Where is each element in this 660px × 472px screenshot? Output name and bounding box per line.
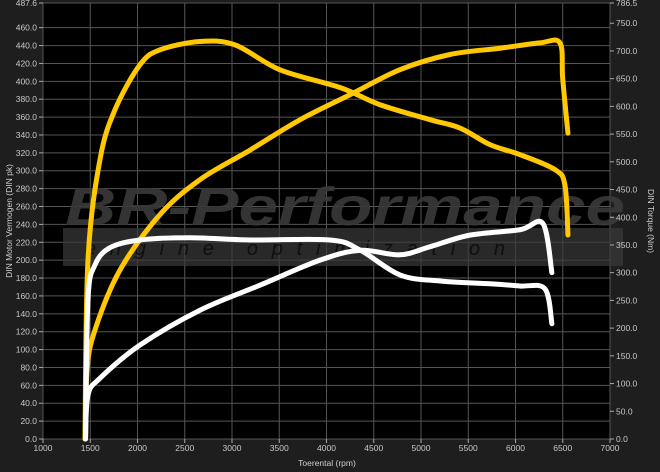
x-tick-label: 3000: [223, 443, 242, 453]
y-tick-label: 240.0: [16, 219, 38, 229]
y-tick-label: 440.0: [16, 41, 38, 51]
x-tick-label: 7000: [601, 443, 620, 453]
y2-tick-label: 650.0: [616, 74, 638, 84]
y-tick-label: 260.0: [16, 202, 38, 212]
y2-tick-label: 600.0: [616, 101, 638, 111]
y-tick-label: 20.0: [20, 416, 37, 426]
x-tick-label: 2500: [175, 443, 194, 453]
x-tick-label: 2000: [128, 443, 147, 453]
x-tick-label: 6500: [553, 443, 572, 453]
tuned-power-line: [83, 37, 571, 442]
y2-axis-label: DIN Torque (Nm): [646, 189, 656, 253]
x-tick-label: 1000: [34, 443, 53, 453]
y-tick-label: 140.0: [16, 309, 38, 319]
x-tick-label: 4500: [364, 443, 383, 453]
y-tick-label: 400.0: [16, 76, 38, 86]
y-tick-label: 80.0: [20, 362, 37, 372]
y2-tick-label: 50.0: [616, 406, 633, 416]
y-tick-label: 280.0: [16, 184, 38, 194]
y-tick-label: 120.0: [16, 327, 38, 337]
y-tick-label: 320.0: [16, 148, 38, 158]
y-tick-label: 380.0: [16, 94, 38, 104]
y2-tick-label: 300.0: [616, 268, 638, 278]
y2-tick-label: 200.0: [616, 323, 638, 333]
y-tick-label: 420.0: [16, 58, 38, 68]
x-tick-label: 4000: [317, 443, 336, 453]
y2-tick-label: 450.0: [616, 185, 638, 195]
y2-tick-label: 150.0: [616, 351, 638, 361]
x-tick-label: 3500: [270, 443, 289, 453]
axis-ticks: 1000 1500 2000 2500 3000 3500 4000 4500 5000 5500…: [16, 0, 638, 453]
y-tick-label: 340.0: [16, 130, 38, 140]
stock-power-line: [83, 218, 555, 442]
y-tick-label: 460.0: [16, 23, 38, 33]
y-tick-label: 220.0: [16, 237, 38, 247]
y-tick-label: 360.0: [16, 112, 38, 122]
y-tick-label: 60.0: [20, 380, 37, 390]
y-tick-label: 180.0: [16, 273, 38, 283]
stock-torque-line: [83, 235, 555, 442]
y2-tick-label: 550.0: [616, 129, 638, 139]
y2-tick-label: 786.5: [616, 0, 638, 8]
y2-tick-label: 350.0: [616, 240, 638, 250]
x-tick-label: 1500: [81, 443, 100, 453]
y2-tick-label: 750.0: [616, 18, 638, 28]
y-axis-label: DIN Motor Vermogen (DIN pk): [4, 164, 14, 278]
y2-tick-label: 500.0: [616, 157, 638, 167]
y2-tick-label: 700.0: [616, 46, 638, 56]
y2-tick-label: 250.0: [616, 295, 638, 305]
x-tick-label: 6000: [506, 443, 525, 453]
tuned-torque-line: [82, 38, 571, 442]
y-tick-label: 0.0: [25, 434, 37, 444]
y-tick-label: 487.6: [16, 0, 38, 8]
watermark-band: [63, 228, 623, 266]
y-tick-label: 300.0: [16, 166, 38, 176]
y-tick-label: 200.0: [16, 255, 38, 265]
y-tick-label: 160.0: [16, 291, 38, 301]
x-axis-label: Toerental (rpm): [298, 458, 356, 468]
y2-tick-label: 100.0: [616, 379, 638, 389]
watermark: BR-Performance engine optimization: [63, 177, 625, 266]
y-tick-label: 40.0: [20, 398, 37, 408]
y2-tick-label: 0.0: [616, 434, 628, 444]
y2-tick-label: 400.0: [616, 212, 638, 222]
y-tick-label: 100.0: [16, 345, 38, 355]
series-lines: [82, 37, 571, 442]
x-tick-label: 5500: [459, 443, 478, 453]
x-tick-label: 5000: [412, 443, 431, 453]
